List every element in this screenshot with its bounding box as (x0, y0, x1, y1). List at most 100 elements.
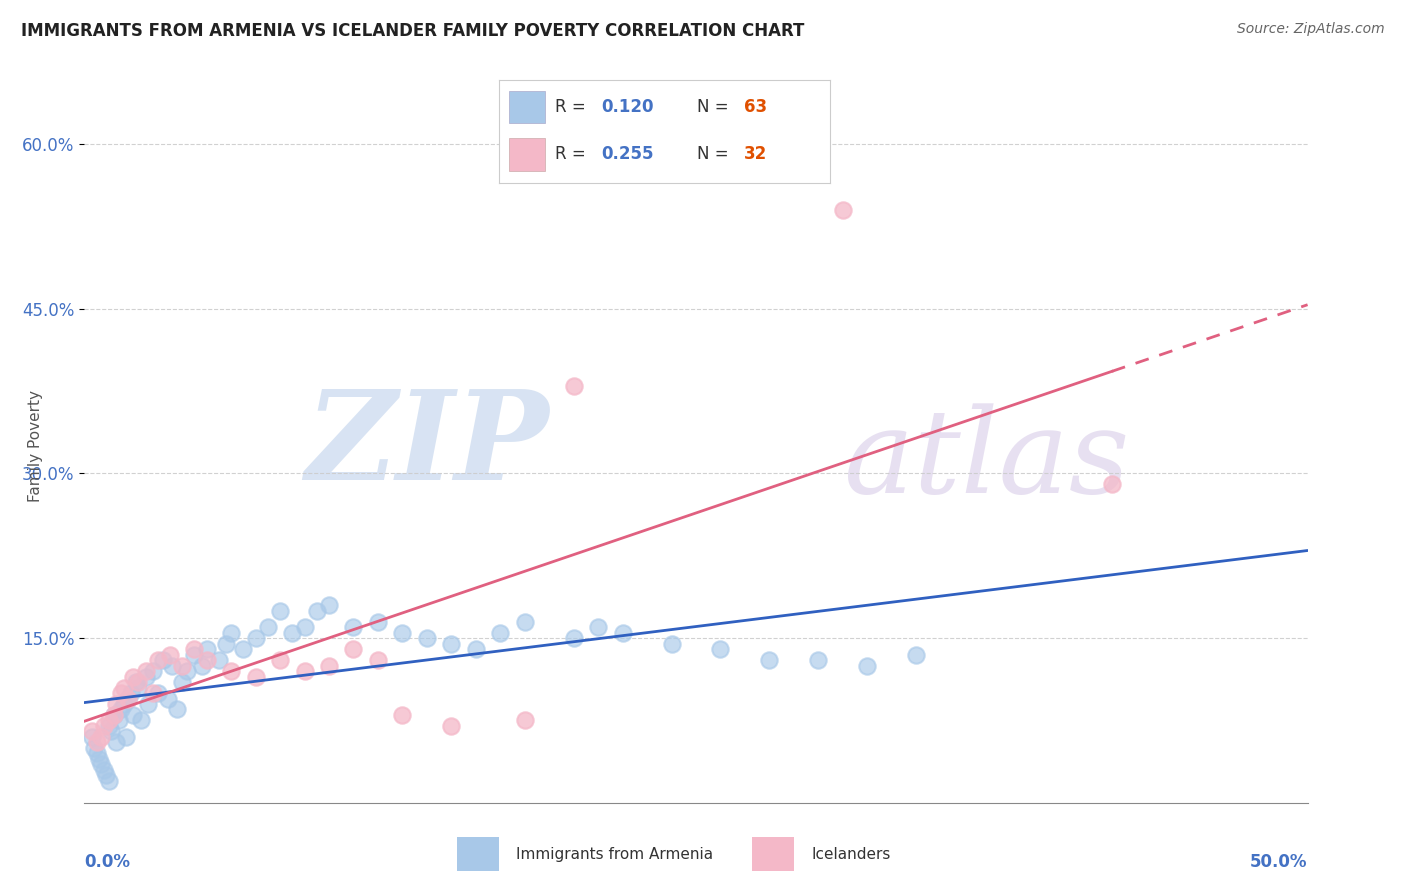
Point (257, 620, 280, 634)
FancyBboxPatch shape (457, 837, 499, 871)
Point (440, 719, 463, 733)
Point (115, 730, 138, 744)
Point (105, 735, 128, 749)
Text: 0.255: 0.255 (602, 145, 654, 163)
Text: R =: R = (555, 98, 592, 116)
Point (176, 664, 198, 678)
Text: IMMIGRANTS FROM ARMENIA VS ICELANDER FAMILY POVERTY CORRELATION CHART: IMMIGRANTS FROM ARMENIA VS ICELANDER FAM… (21, 22, 804, 40)
Point (831, 202, 853, 217)
Point (93, 763, 115, 777)
Point (135, 669, 157, 683)
Point (100, 724, 122, 739)
Point (127, 681, 149, 695)
Point (87, 752, 110, 766)
Point (661, 637, 683, 651)
Point (80, 724, 103, 739)
Point (129, 714, 152, 728)
Point (269, 653, 291, 667)
Point (232, 642, 254, 657)
Point (105, 697, 128, 711)
Point (110, 702, 132, 716)
Point (122, 669, 145, 683)
Point (152, 653, 174, 667)
Point (122, 708, 145, 723)
Point (97, 714, 120, 728)
Point (83, 740, 105, 755)
Point (489, 625, 512, 640)
Text: N =: N = (697, 98, 734, 116)
Point (80, 730, 103, 744)
Point (391, 625, 413, 640)
Text: Source: ZipAtlas.com: Source: ZipAtlas.com (1237, 22, 1385, 37)
Point (162, 658, 184, 673)
Point (107, 714, 129, 728)
Point (117, 691, 139, 706)
Point (367, 615, 389, 629)
Point (215, 637, 238, 651)
Point (245, 631, 267, 645)
Point (191, 658, 214, 673)
Point (142, 664, 165, 678)
Point (440, 637, 463, 651)
Point (562, 631, 585, 645)
Point (391, 708, 413, 723)
Point (464, 642, 486, 657)
Point (142, 686, 165, 700)
Text: Immigrants from Armenia: Immigrants from Armenia (516, 847, 713, 862)
Point (195, 642, 218, 657)
Point (159, 648, 181, 662)
Point (136, 697, 159, 711)
Point (367, 653, 389, 667)
Point (709, 642, 731, 657)
Point (905, 648, 928, 662)
Point (586, 620, 609, 634)
Point (856, 658, 879, 673)
Point (219, 625, 242, 640)
Point (135, 664, 157, 678)
Point (513, 615, 536, 629)
Point (96, 768, 118, 782)
Point (807, 653, 830, 667)
Point (156, 691, 179, 706)
Text: 50.0%: 50.0% (1250, 853, 1308, 871)
Point (103, 708, 125, 723)
Point (117, 691, 139, 706)
Text: 0.0%: 0.0% (84, 853, 131, 871)
Text: N =: N = (697, 145, 734, 163)
Text: atlas: atlas (842, 403, 1129, 517)
Point (318, 598, 340, 612)
FancyBboxPatch shape (509, 91, 546, 123)
Point (183, 648, 205, 662)
Point (245, 669, 267, 683)
Point (112, 697, 135, 711)
Point (112, 681, 135, 695)
Point (183, 642, 205, 657)
Point (166, 702, 188, 716)
Point (172, 658, 194, 673)
Point (127, 675, 149, 690)
Text: ZIP: ZIP (305, 385, 550, 507)
Point (172, 675, 194, 690)
Point (146, 686, 169, 700)
Point (86, 747, 108, 761)
Point (342, 620, 364, 634)
Text: 32: 32 (744, 145, 766, 163)
Point (97, 719, 120, 733)
Point (90, 730, 112, 744)
Point (195, 653, 218, 667)
Point (103, 708, 125, 723)
Point (294, 664, 316, 678)
Point (513, 714, 536, 728)
Point (90, 757, 112, 772)
Point (93, 719, 115, 733)
Point (318, 658, 340, 673)
Point (208, 653, 231, 667)
Point (97, 773, 120, 788)
Point (86, 735, 108, 749)
Text: R =: R = (555, 145, 592, 163)
Point (294, 620, 316, 634)
Text: Family Poverty: Family Poverty (28, 390, 42, 502)
Point (110, 686, 132, 700)
FancyBboxPatch shape (509, 137, 546, 170)
Point (1101, 477, 1123, 491)
